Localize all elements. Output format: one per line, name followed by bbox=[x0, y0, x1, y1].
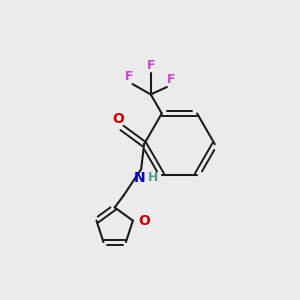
Text: O: O bbox=[112, 112, 124, 126]
Text: H: H bbox=[148, 172, 159, 184]
Text: F: F bbox=[146, 59, 155, 72]
Text: N: N bbox=[134, 172, 146, 185]
Text: O: O bbox=[138, 214, 150, 228]
Text: F: F bbox=[167, 73, 175, 85]
Text: F: F bbox=[124, 70, 133, 83]
